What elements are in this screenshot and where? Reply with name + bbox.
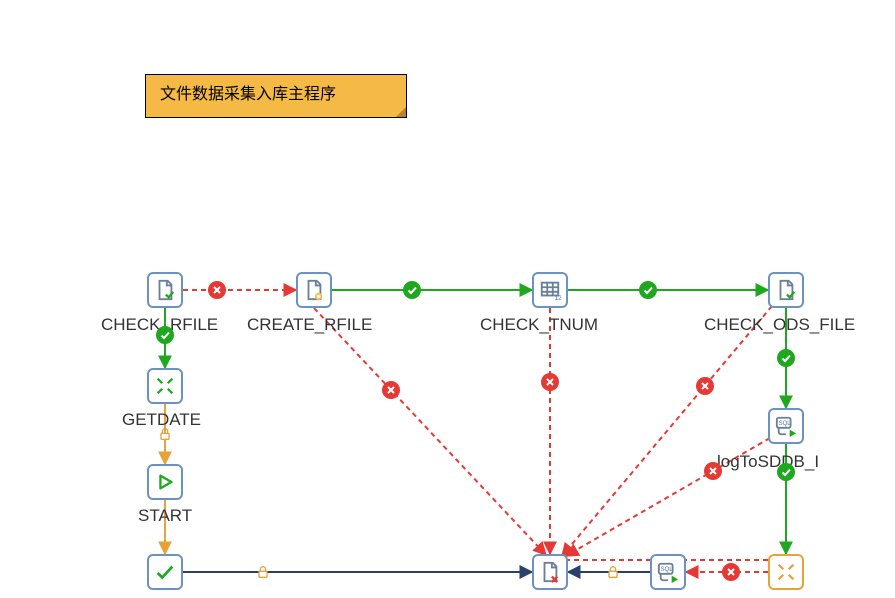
- node-logtosddb_i[interactable]: SQL: [768, 408, 804, 444]
- error-badge-icon: [722, 563, 740, 581]
- edge-create_rfile-err_sink: [314, 308, 546, 555]
- node-create_rfile[interactable]: [296, 272, 332, 308]
- error-badge-icon: [541, 373, 559, 391]
- node-label-check_ods_file: CHECK_ODS_FILE: [704, 315, 855, 335]
- node-getdate[interactable]: [147, 368, 183, 404]
- svg-text:123: 123: [555, 295, 561, 301]
- sticky-note[interactable]: 文件数据采集入库主程序: [145, 74, 407, 118]
- lock-icon: [605, 564, 621, 580]
- node-check_ods_file[interactable]: [768, 272, 804, 308]
- error-badge-icon: [382, 381, 400, 399]
- node-err_sink[interactable]: [532, 554, 568, 590]
- error-badge-icon: [696, 377, 714, 395]
- svg-text:SQL: SQL: [661, 567, 674, 573]
- error-badge-icon: [208, 281, 226, 299]
- node-sql_mid[interactable]: SQL: [650, 554, 686, 590]
- workflow-canvas: { "canvas": {"w":895,"h":598,"bg":"#ffff…: [0, 0, 895, 598]
- node-label-create_rfile: CREATE_RFILE: [247, 315, 372, 335]
- node-label-start: START: [138, 506, 192, 526]
- sticky-note-text: 文件数据采集入库主程序: [160, 86, 336, 103]
- node-check_tnum[interactable]: 123: [532, 272, 568, 308]
- success-badge-icon: [403, 281, 421, 299]
- node-start[interactable]: [147, 464, 183, 500]
- success-badge-icon: [777, 463, 795, 481]
- error-badge-icon: [704, 462, 722, 480]
- svg-text:SQL: SQL: [779, 421, 792, 427]
- success-badge-icon: [639, 281, 657, 299]
- node-label-check_tnum: CHECK_TNUM: [480, 315, 598, 335]
- edge-check_ods_file-err_sink: [562, 306, 772, 556]
- lock-icon: [255, 564, 271, 580]
- node-label-logtosddb_i: logToSDDB_I: [717, 452, 819, 472]
- node-expand[interactable]: [768, 554, 804, 590]
- node-check_rfile[interactable]: [147, 272, 183, 308]
- success-badge-icon: [777, 349, 795, 367]
- edges-layer: [0, 0, 895, 598]
- node-ok_node[interactable]: [147, 554, 183, 590]
- success-badge-icon: [156, 326, 174, 344]
- lock-icon: [157, 426, 173, 442]
